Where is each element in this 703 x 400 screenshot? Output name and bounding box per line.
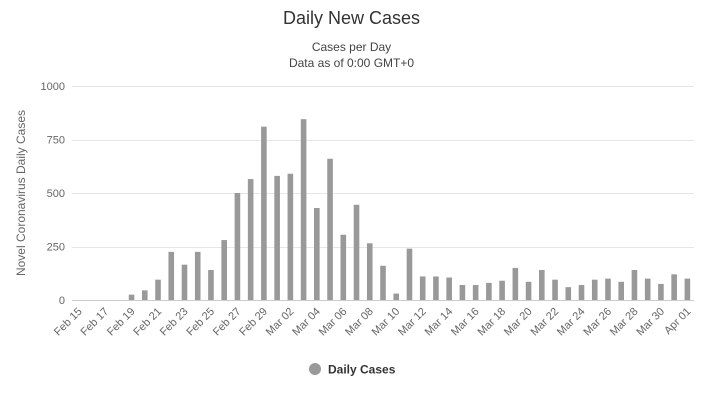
bar[interactable] — [314, 207, 320, 300]
bar[interactable] — [327, 158, 333, 300]
bar[interactable] — [380, 265, 386, 300]
bar[interactable] — [605, 278, 611, 300]
bar[interactable] — [459, 285, 466, 300]
grid-lines — [72, 86, 694, 248]
bar[interactable] — [618, 281, 625, 300]
bar[interactable] — [578, 285, 585, 300]
x-tick-label: Mar 18 — [476, 306, 509, 339]
x-tick-label: Mar 10 — [370, 306, 403, 339]
bar[interactable] — [208, 270, 214, 300]
x-tick-label: Mar 04 — [290, 306, 323, 339]
bar[interactable] — [591, 279, 598, 300]
x-tick-label: Feb 17 — [79, 306, 112, 339]
bar[interactable] — [194, 251, 201, 300]
y-tick-label: 250 — [47, 242, 65, 254]
y-axis-label: Novel Coronavirus Daily Cases — [14, 110, 28, 276]
bar[interactable] — [366, 243, 373, 300]
bar[interactable] — [300, 119, 307, 300]
bar[interactable] — [247, 179, 254, 300]
x-tick-label: Mar 24 — [555, 306, 588, 339]
x-tick-label: Feb 25 — [184, 306, 217, 339]
x-tick-label: Mar 16 — [449, 306, 482, 339]
bar[interactable] — [472, 285, 479, 300]
x-tick-label: Feb 29 — [237, 306, 270, 339]
y-tick-labels: 0 250 500 750 1000 — [41, 81, 65, 307]
bar[interactable] — [671, 274, 677, 300]
bar[interactable] — [486, 282, 492, 300]
x-tick-label: Mar 02 — [264, 306, 297, 339]
x-tick-label: Feb 21 — [131, 306, 164, 339]
legend-marker — [309, 363, 321, 375]
bar[interactable] — [168, 251, 175, 300]
x-tick-label: Mar 30 — [634, 306, 667, 339]
x-tick-label: Mar 22 — [528, 306, 561, 339]
x-tick-label: Mar 28 — [608, 306, 641, 339]
bar[interactable] — [287, 173, 294, 300]
bar[interactable] — [446, 277, 452, 300]
bar[interactable] — [631, 270, 638, 300]
bar[interactable] — [433, 276, 439, 300]
x-tick-label: Feb 23 — [158, 306, 191, 339]
bar[interactable] — [181, 264, 188, 300]
bar[interactable] — [353, 204, 360, 300]
bar[interactable] — [658, 283, 664, 300]
bar[interactable] — [565, 287, 572, 300]
y-tick-label: 750 — [47, 135, 65, 147]
bar[interactable] — [128, 294, 135, 300]
bar[interactable] — [221, 240, 227, 300]
x-tick-label: Feb 15 — [52, 306, 85, 339]
bar[interactable] — [261, 126, 267, 300]
chart-title: Daily New Cases — [283, 8, 420, 28]
bar[interactable] — [552, 279, 558, 300]
legend[interactable]: Daily Cases — [309, 363, 396, 377]
x-tick-label: Apr 01 — [662, 306, 693, 337]
bar[interactable] — [644, 278, 651, 300]
bar[interactable] — [393, 293, 400, 300]
bar[interactable] — [155, 279, 161, 300]
x-tick-label: Mar 14 — [423, 306, 456, 339]
bar[interactable] — [340, 234, 347, 300]
bar[interactable] — [539, 270, 545, 300]
x-tick-label: Mar 08 — [343, 306, 376, 339]
bar[interactable] — [512, 267, 519, 300]
bar[interactable] — [419, 276, 426, 300]
x-tick-label: Mar 26 — [581, 306, 614, 339]
x-tick-label: Mar 06 — [317, 306, 350, 339]
x-tick-label: Mar 20 — [502, 306, 535, 339]
x-tick-label: Feb 27 — [211, 306, 244, 339]
y-tick-label: 500 — [47, 188, 65, 200]
legend-label-daily-cases[interactable]: Daily Cases — [328, 363, 396, 377]
bar-series-daily-cases — [128, 119, 691, 300]
bar[interactable] — [274, 175, 280, 300]
y-tick-label: 0 — [59, 295, 65, 307]
chart-subtitle-line-2: Data as of 0:00 GMT+0 — [289, 56, 414, 70]
bar[interactable] — [525, 281, 532, 300]
bar[interactable] — [406, 248, 413, 300]
x-tick-label: Mar 12 — [396, 306, 429, 339]
x-tick-label: Feb 19 — [105, 306, 138, 339]
y-tick-label: 1000 — [41, 81, 65, 93]
chart-subtitle-line-1: Cases per Day — [312, 40, 391, 54]
bar[interactable] — [499, 280, 505, 300]
bar[interactable] — [234, 193, 241, 300]
bar[interactable] — [141, 290, 148, 300]
bar[interactable] — [684, 278, 691, 300]
